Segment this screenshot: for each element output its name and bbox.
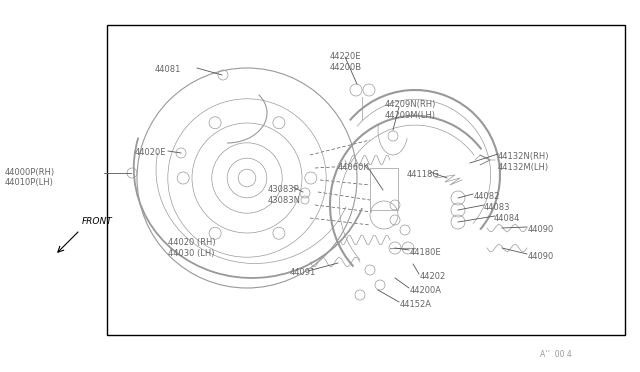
Text: 44118G: 44118G: [407, 170, 440, 179]
Text: A’’  00 4: A’’ 00 4: [540, 350, 572, 359]
Bar: [107, 25, 625, 335]
Text: 44084: 44084: [494, 214, 520, 223]
Text: 44202: 44202: [420, 272, 446, 281]
Text: 44020E: 44020E: [135, 148, 166, 157]
Text: 44091: 44091: [290, 268, 316, 277]
Text: 44090: 44090: [528, 252, 554, 261]
Text: 44060K: 44060K: [338, 163, 370, 172]
Text: 44020 (RH): 44020 (RH): [168, 238, 216, 247]
Text: FRONT: FRONT: [82, 217, 113, 226]
Text: 44030 (LH): 44030 (LH): [168, 249, 214, 258]
Text: 44010P(LH): 44010P(LH): [5, 178, 54, 187]
Text: 44132N(RH): 44132N(RH): [498, 152, 550, 161]
Text: 44152A: 44152A: [400, 300, 432, 309]
Text: 44209M(LH): 44209M(LH): [385, 111, 436, 120]
Text: 44220E: 44220E: [330, 52, 362, 61]
Text: 44209N(RH): 44209N(RH): [385, 100, 436, 109]
Text: 44180E: 44180E: [410, 248, 442, 257]
Text: 44082: 44082: [474, 192, 500, 201]
Text: 43083P: 43083P: [268, 185, 300, 194]
Text: 44090: 44090: [528, 225, 554, 234]
Text: 44000P(RH): 44000P(RH): [5, 168, 55, 177]
Text: 44132M(LH): 44132M(LH): [498, 163, 549, 172]
Text: 43083N: 43083N: [268, 196, 301, 205]
Text: 44200A: 44200A: [410, 286, 442, 295]
Bar: [370, 168, 398, 210]
Text: 44200B: 44200B: [330, 63, 362, 72]
Text: 44081: 44081: [155, 65, 181, 74]
Text: 44083: 44083: [484, 203, 511, 212]
